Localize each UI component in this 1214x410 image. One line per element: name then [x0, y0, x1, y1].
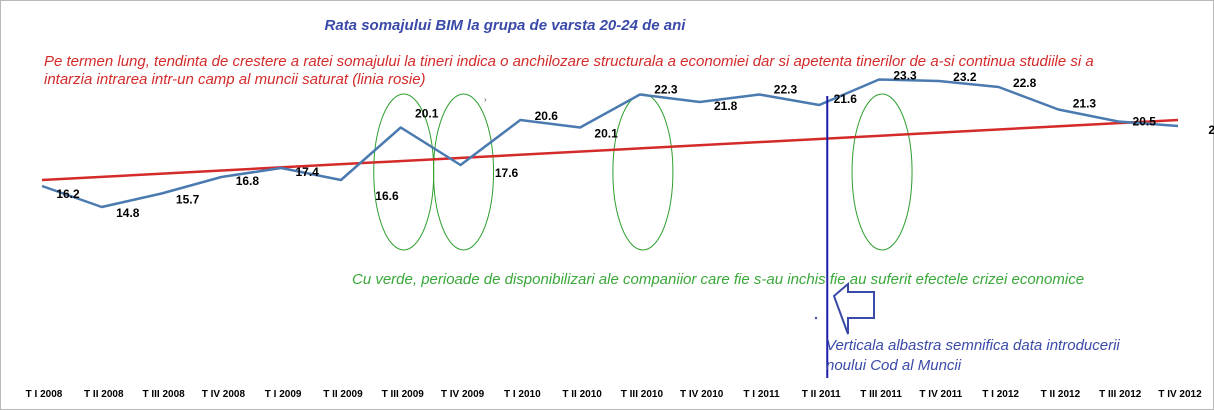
highlight-ellipse	[612, 93, 674, 251]
x-tick-label: T IV 2008	[202, 389, 246, 400]
x-tick-label: T III 2011	[860, 389, 902, 400]
highlight-ellipse	[433, 93, 495, 251]
dot-marker	[814, 316, 818, 320]
data-label: 22.8	[1013, 76, 1037, 90]
data-label: 21.3	[1073, 97, 1097, 111]
highlight-ellipse	[851, 93, 913, 251]
x-tick-label: T IV 2011	[919, 389, 962, 400]
blue-note-line-2: noului Cod al Muncii	[826, 357, 962, 374]
data-label: 16.8	[236, 174, 260, 188]
data-label: 22.3	[774, 83, 798, 97]
data-label: 16.6	[375, 189, 399, 203]
data-label: 15.7	[176, 193, 200, 207]
green-note: Cu verde, perioade de disponibilizari al…	[352, 271, 1084, 288]
data-label: 20.5	[1133, 115, 1157, 129]
x-tick-label: T II 2012	[1041, 389, 1081, 400]
data-label: 23.2	[953, 70, 977, 84]
blue-note-line-1: Verticala albastra semnifica data introd…	[826, 337, 1120, 354]
red-note-line-2: intarzia intrarea intr-un camp al muncii…	[44, 71, 426, 88]
x-tick-label: T IV 2012	[1158, 389, 1202, 400]
data-label: 21.6	[834, 92, 858, 106]
data-label: 17.4	[295, 165, 319, 179]
red-note: Pe termen lung, tendinta de crestere a r…	[44, 53, 1098, 88]
data-label: 14.8	[116, 206, 140, 220]
chart-title: Rata somajului BIM la grupa de varsta 20…	[325, 17, 687, 34]
data-label: 20.1	[594, 127, 618, 141]
data-label: 20.2	[1208, 123, 1214, 137]
x-tick-label: T III 2010	[621, 389, 664, 400]
x-tick-label: T II 2010	[562, 389, 602, 400]
data-label: 20.1	[415, 107, 439, 121]
x-tick-label: T IV 2010	[680, 389, 724, 400]
series-line	[41, 78, 1179, 209]
data-label: 21.8	[714, 99, 738, 113]
caret-marker: ›	[484, 95, 487, 104]
data-label: 17.6	[495, 166, 519, 180]
x-tick-label: T II 2008	[84, 389, 124, 400]
x-axis-ticks: T I 2008 T II 2008 T III 2008 T IV 2008 T I …	[26, 389, 1202, 400]
x-tick-label: T I 2011	[743, 389, 780, 400]
x-tick-label: T II 2011	[802, 389, 841, 400]
trend-line	[41, 118, 1179, 182]
x-tick-label: T I 2010	[504, 389, 541, 400]
x-tick-label: T III 2008	[142, 389, 185, 400]
x-tick-label: T II 2009	[323, 389, 363, 400]
x-tick-label: T I 2009	[265, 389, 302, 400]
blue-note: Verticala albastra semnifica data introd…	[826, 337, 1124, 374]
data-labels: 16.2 14.8 15.7 16.8 17.4 16.6 20.1 17.6 20.6 20.1…	[56, 69, 1214, 221]
data-label: 16.2	[56, 187, 80, 201]
arrow-left-icon	[832, 281, 875, 335]
data-label: 23.3	[893, 69, 917, 83]
red-note-line-1: Pe termen lung, tendinta de crestere a r…	[44, 53, 1094, 70]
data-label: 20.6	[535, 109, 559, 123]
x-tick-label: T I 2008	[26, 389, 63, 400]
x-tick-label: T III 2009	[382, 389, 425, 400]
x-tick-label: T III 2012	[1099, 389, 1142, 400]
x-tick-label: T IV 2009	[441, 389, 485, 400]
data-label: 22.3	[654, 83, 678, 97]
highlight-ellipses	[373, 93, 913, 251]
x-tick-label: T I 2012	[982, 389, 1019, 400]
